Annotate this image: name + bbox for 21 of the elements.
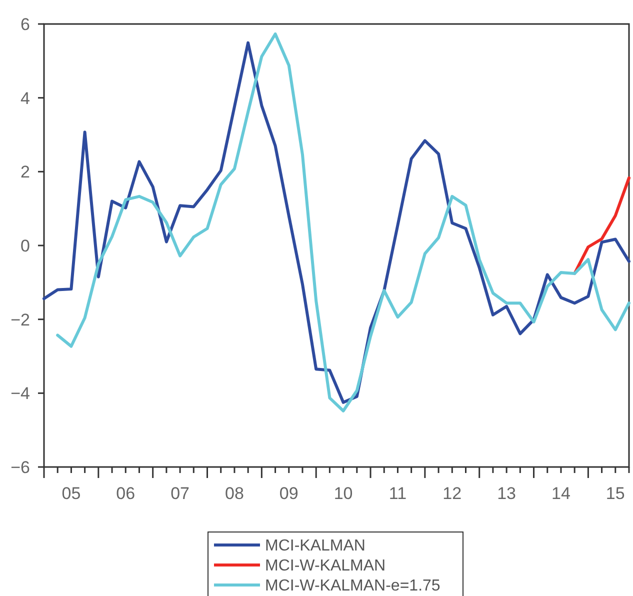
y-tick-label: −6 — [10, 458, 30, 477]
y-tick-label: 0 — [20, 236, 30, 256]
legend-label: MCI-W-KALMAN — [265, 558, 386, 575]
y-tick-label: −2 — [10, 310, 30, 330]
x-tick-label: 08 — [225, 484, 244, 503]
x-tick-label: 11 — [388, 484, 407, 503]
x-tick-label: 09 — [279, 484, 298, 503]
x-tick-label: 13 — [497, 484, 516, 503]
x-tick-label: 05 — [62, 484, 81, 503]
y-tick-label: 2 — [20, 162, 30, 182]
x-tick-label: 15 — [606, 484, 625, 503]
legend-label: MCI-KALMAN — [265, 538, 366, 555]
y-tick-label: 6 — [20, 14, 30, 34]
x-tick-label: 06 — [116, 484, 136, 503]
y-tick-label: −4 — [10, 384, 30, 404]
x-tick-label: 12 — [442, 484, 462, 503]
x-tick-label: 10 — [334, 484, 353, 503]
legend-label: MCI-W-KALMAN-e=1.75 — [265, 578, 440, 595]
y-tick-label: 4 — [20, 88, 30, 108]
x-tick-label: 07 — [170, 484, 190, 503]
x-tick-label: 14 — [552, 484, 570, 503]
